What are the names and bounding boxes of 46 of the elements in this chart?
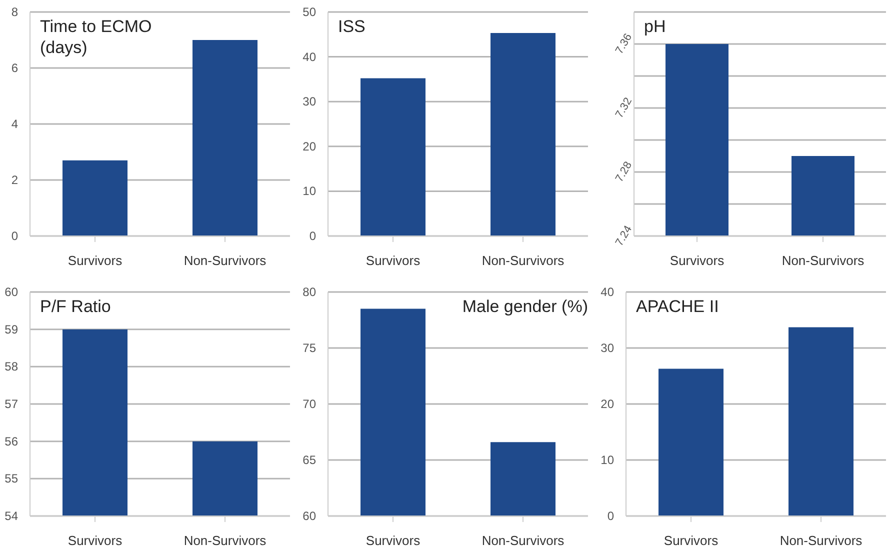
- y-tick-label: 50: [302, 5, 316, 19]
- y-tick-label: 8: [11, 5, 18, 19]
- x-tick-label: Survivors: [670, 253, 725, 268]
- y-tick-label: 30: [600, 341, 614, 355]
- y-tick-label: 80: [302, 285, 316, 299]
- x-tick-label: Non-Survivors: [782, 253, 865, 268]
- x-tick-label: Non-Survivors: [780, 533, 863, 548]
- x-tick-label: Non-Survivors: [482, 533, 565, 548]
- chart-title: ISS: [338, 16, 366, 37]
- y-tick-label: 40: [302, 50, 316, 64]
- y-tick-label: 57: [4, 397, 18, 411]
- y-tick-label: 10: [302, 184, 316, 198]
- y-tick-label: 6: [11, 61, 18, 75]
- y-tick-label: 65: [302, 453, 316, 467]
- x-tick-label: Survivors: [366, 253, 421, 268]
- x-tick-label: Survivors: [68, 253, 123, 268]
- y-tick-label: 40: [600, 285, 614, 299]
- y-tick-label: 54: [4, 509, 18, 523]
- x-tick-label: Non-Survivors: [482, 253, 565, 268]
- y-tick-label: 30: [302, 94, 316, 109]
- text: Time to ECMO (days): [40, 16, 153, 58]
- y-tick-label: 0: [309, 229, 316, 243]
- y-tick-label: 58: [4, 360, 18, 374]
- x-tick-label: Survivors: [68, 533, 123, 548]
- x-tick-label: Non-Survivors: [184, 533, 267, 548]
- chart-title: APACHE II: [636, 296, 720, 317]
- y-tick-label: 20: [302, 139, 316, 154]
- x-tick-label: Survivors: [366, 533, 421, 548]
- chart-title: P/F Ratio: [40, 296, 112, 317]
- y-tick-label: 60: [302, 509, 316, 523]
- chart-title: pH: [644, 16, 667, 37]
- y-tick-label: 75: [302, 341, 316, 355]
- y-tick-label: 2: [11, 173, 18, 187]
- y-tick-label: 55: [4, 472, 18, 486]
- y-tick-label: 0: [607, 509, 614, 523]
- y-tick-label: 10: [600, 453, 614, 467]
- x-tick-label: Non-Survivors: [184, 253, 267, 268]
- y-tick-label: 0: [11, 229, 18, 243]
- y-tick-label: 4: [11, 117, 18, 131]
- y-tick-label: 56: [4, 434, 18, 448]
- y-tick-label: 70: [302, 397, 316, 411]
- y-tick-label: 60: [4, 285, 18, 299]
- chart-title: Male gender (%): [461, 296, 588, 317]
- y-tick-label: 59: [4, 322, 18, 336]
- x-tick-label: Survivors: [664, 533, 719, 548]
- y-tick-label: 20: [600, 397, 614, 411]
